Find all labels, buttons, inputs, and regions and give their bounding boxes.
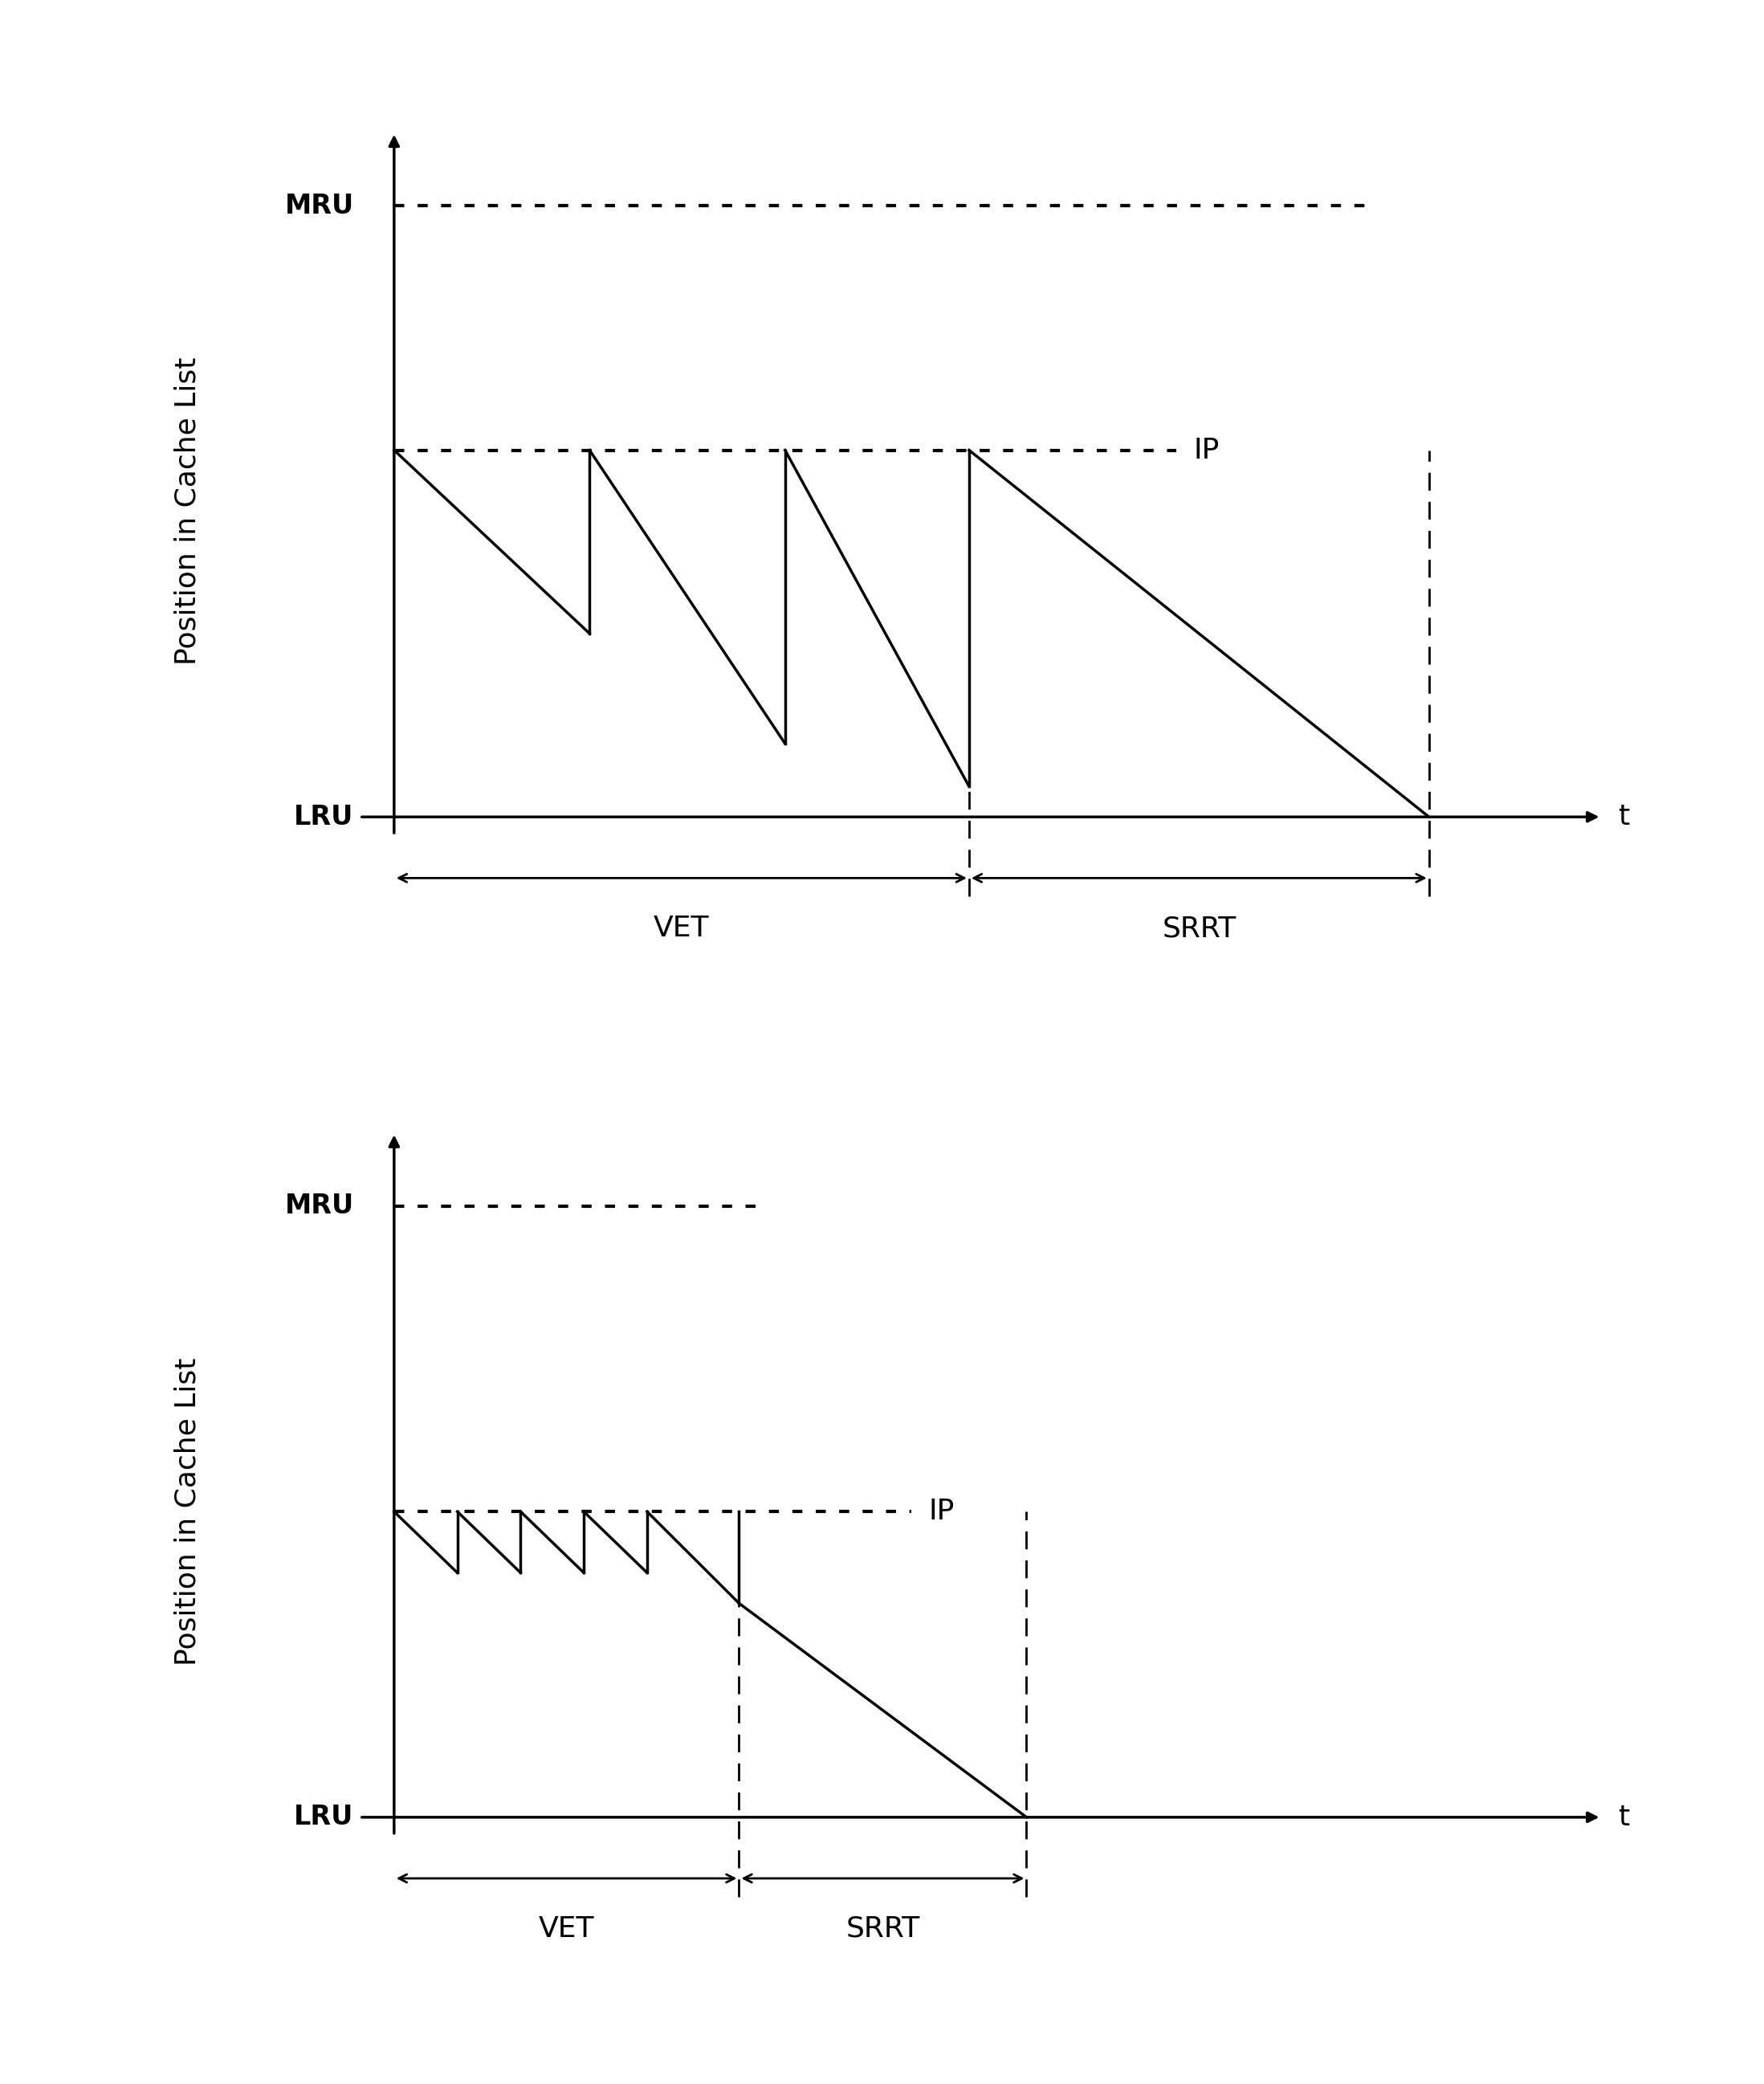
Text: VET: VET	[654, 915, 709, 942]
Text: Position in Cache List: Position in Cache List	[173, 356, 201, 665]
Text: LRU: LRU	[295, 1805, 355, 1830]
Text: IP: IP	[930, 1498, 954, 1525]
Text: MRU: MRU	[284, 192, 355, 219]
Text: Position in Cache List: Position in Cache List	[173, 1357, 201, 1665]
Text: IP: IP	[1192, 436, 1219, 465]
Text: SRRT: SRRT	[845, 1915, 919, 1942]
Text: MRU: MRU	[284, 1192, 355, 1219]
Text: t: t	[1619, 802, 1630, 832]
Text: LRU: LRU	[295, 804, 355, 829]
Text: t: t	[1619, 1803, 1630, 1832]
Text: SRRT: SRRT	[1162, 915, 1237, 942]
Text: VET: VET	[538, 1915, 594, 1942]
